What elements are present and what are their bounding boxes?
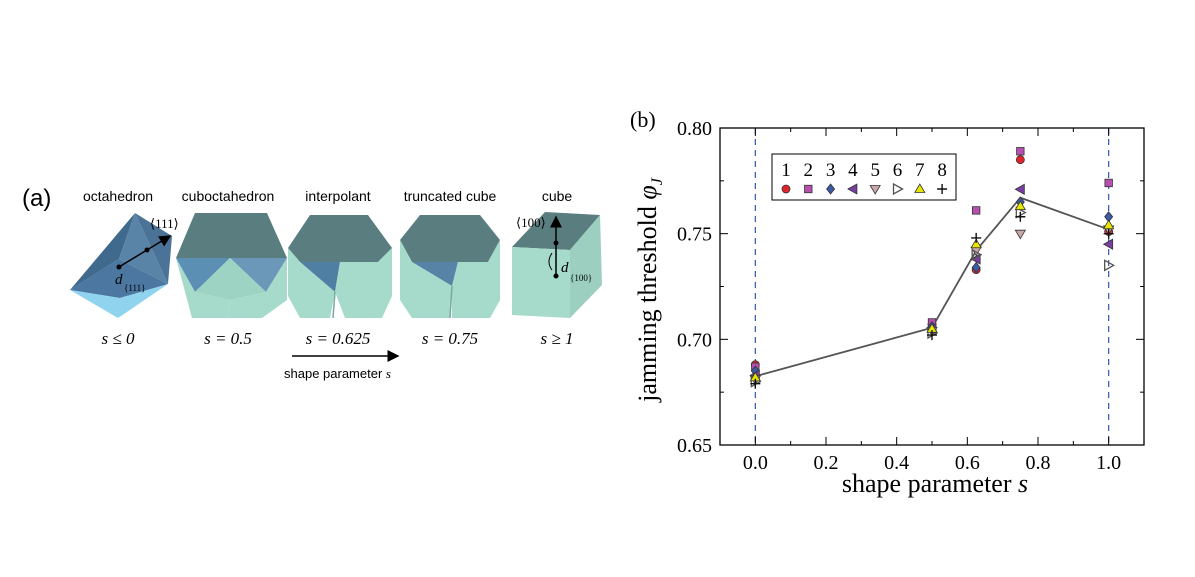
legend-marker-series-3: [826, 183, 836, 195]
y-tick-label: 0.80: [677, 118, 712, 140]
data-point-series-6: [1104, 259, 1116, 272]
octahedron-figure: ⟨111⟩ d {111}: [70, 213, 179, 318]
legend-marker-series-8: [937, 184, 948, 194]
s-label-cuboctahedron: s = 0.5: [204, 329, 252, 348]
legend-marker-series-6: [892, 182, 904, 196]
shape-title-cuboctahedron: cuboctahedron: [182, 188, 275, 204]
shape-title-cube: cube: [542, 188, 573, 204]
data-point-series-8: [927, 330, 937, 341]
x-axis-label: shape parameter s: [842, 469, 1028, 498]
data-point-series-7: [970, 238, 982, 249]
legend-label-series-8: 8: [937, 160, 947, 181]
truncated-cube-figure: [400, 215, 500, 319]
legend-label-series-7: 7: [915, 160, 925, 181]
d-100-label: d: [561, 260, 569, 276]
x-tick-label: 0.4: [884, 452, 909, 474]
d-100-sub: {100}: [570, 273, 592, 283]
x-tick-label: 1.0: [1096, 452, 1121, 474]
data-point-series-7: [1014, 200, 1027, 211]
legend-marker-series-5: [869, 185, 881, 195]
data-point-series-2: [1104, 178, 1113, 188]
y-tick-label: 0.65: [677, 435, 712, 457]
legend-label-series-4: 4: [848, 160, 858, 181]
legend-marker-series-2: [804, 184, 813, 194]
cuboctahedron-figure: [176, 213, 287, 318]
legend-marker-series-4: [847, 183, 858, 195]
legend-label-series-1: 1: [781, 160, 791, 181]
s-label-cube: s ≥ 1: [541, 329, 574, 348]
data-point-series-6: [971, 248, 983, 261]
x-tick-label: 0.0: [743, 452, 768, 474]
mean-line: [755, 196, 1109, 378]
d-111-label: d: [115, 272, 123, 288]
s-label-interpolant: s = 0.625: [306, 329, 371, 348]
x-tick-label: 0.2: [814, 452, 839, 474]
data-point-series-8: [1103, 228, 1114, 239]
x-tick-label: 0.6: [955, 452, 980, 474]
dir-111-label: ⟨111⟩: [150, 216, 179, 231]
data-layer: [749, 147, 1116, 389]
data-point-series-4: [1014, 183, 1025, 195]
ticks: 0.0 0.2 0.4 0.6 0.8 1.0 0.65 0.70 0.75 0.80: [677, 118, 1144, 474]
data-point-series-2: [972, 206, 981, 215]
data-point-series-8: [1015, 211, 1026, 222]
data-point-series-1: [1015, 155, 1025, 165]
d-111-sub: {111}: [124, 283, 145, 293]
data-point-series-3: [971, 261, 981, 274]
legend-box: [771, 153, 957, 201]
panel-b-label: (b): [630, 107, 656, 132]
x-tick-label: 0.8: [1026, 452, 1051, 474]
shape-parameter-label: shape parameter s: [284, 366, 391, 381]
s-label-octahedron: s ≤ 0: [102, 329, 135, 348]
dir-100-label: ⟨100⟩: [516, 215, 546, 230]
data-point-series-5: [1014, 229, 1027, 240]
legend-label-series-5: 5: [870, 160, 880, 181]
shape-title-interpolant: interpolant: [305, 188, 370, 204]
data-point-series-7: [1102, 219, 1115, 230]
y-axis-label: jamming threshold φJ: [633, 177, 666, 403]
data-point-series-4: [1102, 238, 1114, 250]
y-tick-label: 0.70: [677, 329, 712, 351]
data-point-series-8: [971, 232, 982, 243]
legend-marker-series-1: [781, 184, 791, 194]
cube-figure: ⟨100⟩ d {100}: [512, 212, 602, 318]
s-label-truncated-cube: s = 0.75: [422, 329, 478, 348]
jamming-threshold-chart: (b) 0.0 0.2 0.4 0.6 0.8 1.0 0.65 0.70 0.75 0.80 1…: [630, 107, 1145, 498]
interpolant-figure: [288, 215, 392, 319]
legend-marker-series-7: [914, 183, 926, 193]
data-point-series-8: [750, 378, 761, 389]
panel-a-label: (a): [22, 185, 51, 212]
legend-label-series-6: 6: [893, 160, 903, 181]
legend-label-series-2: 2: [804, 160, 814, 181]
legend-label-series-3: 3: [826, 160, 836, 181]
data-point-series-2: [1016, 147, 1025, 156]
y-tick-label: 0.75: [677, 224, 712, 246]
shape-illustration-panel: (a) octahedron cuboctahedron interpolant…: [22, 185, 602, 381]
shape-title-octahedron: octahedron: [83, 188, 153, 204]
shape-title-truncated-cube: truncated cube: [404, 188, 497, 204]
